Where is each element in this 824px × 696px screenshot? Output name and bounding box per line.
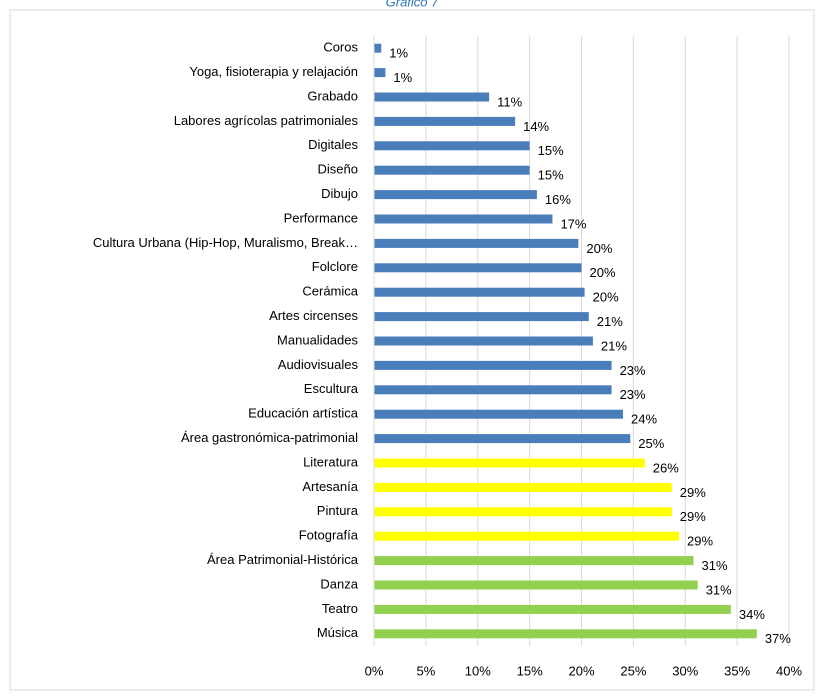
y-tick-label: Teatro [322,601,358,616]
y-tick-label: Cerámica [302,284,358,299]
bar [374,556,694,566]
bar [374,165,530,175]
y-tick-label: Área Patrimonial-Histórica [207,552,359,567]
bar [374,92,490,102]
x-tick-label: 15% [517,663,543,678]
bar [374,336,593,346]
value-label: 11% [497,94,522,109]
value-label: 37% [765,631,791,646]
value-label: 29% [680,509,706,524]
y-tick-label: Artesanía [302,479,358,494]
bar [374,238,579,248]
bar [374,287,585,297]
bar [374,263,582,273]
x-tick-label: 5% [416,663,435,678]
value-label: 31% [706,582,732,597]
x-tick-label: 20% [568,663,594,678]
y-tick-label: Dibujo [321,186,358,201]
bar [374,482,672,492]
value-label: 14% [523,119,549,134]
y-tick-label: Audiovisuales [278,357,359,372]
value-label: 31% [702,558,728,573]
y-tick-label: Cultura Urbana (Hip-Hop, Muralismo, Brea… [93,235,358,250]
y-tick-label: Grabado [307,88,358,103]
x-tick-label: 10% [465,663,491,678]
value-label: 15% [538,143,564,158]
y-tick-label: Digitales [308,137,358,152]
value-label: 23% [620,387,646,402]
bar [374,141,530,151]
x-tick-label: 35% [724,663,750,678]
bar [374,312,589,322]
y-tick-label: Música [317,625,359,640]
bar [374,458,645,468]
value-label: 29% [680,485,706,500]
bar [374,190,537,200]
bar [374,68,386,78]
chart-title: Gráfico 7 [386,0,440,9]
bar [374,629,757,639]
y-tick-label: Coros [323,40,358,55]
value-label: 21% [601,338,627,353]
y-tick-label: Escultura [304,381,359,396]
value-label: 24% [631,412,657,427]
bar [374,604,731,614]
x-tick-label: 0% [365,663,384,678]
y-tick-label: Literatura [303,454,359,469]
y-tick-label: Fotografía [299,528,359,543]
bar [374,214,553,224]
bar [374,116,516,126]
value-label: 21% [597,314,623,329]
value-label: 23% [620,363,646,378]
y-tick-label: Performance [284,210,358,225]
value-label: 17% [560,216,586,231]
y-tick-label: Artes circenses [269,308,358,323]
bar [374,580,698,590]
bar [374,507,672,517]
y-tick-label: Labores agrícolas patrimoniales [174,113,359,128]
y-tick-label: Danza [320,576,358,591]
value-label: 29% [687,534,713,549]
value-label: 15% [538,168,564,183]
bar [374,385,612,395]
bar [374,434,631,444]
value-label: 34% [739,607,765,622]
x-tick-label: 30% [672,663,698,678]
y-tick-label: Pintura [317,503,359,518]
bar [374,360,612,370]
x-tick-label: 25% [620,663,646,678]
y-tick-label: Diseño [318,162,358,177]
value-label: 1% [389,46,408,61]
value-label: 16% [545,192,571,207]
value-label: 25% [638,436,664,451]
y-tick-label: Área gastronómica-patrimonial [181,430,358,445]
value-label: 20% [586,241,612,256]
value-label: 26% [653,460,679,475]
value-label: 20% [593,290,619,305]
y-tick-label: Educación artística [248,406,359,421]
value-label: 20% [590,265,616,280]
x-tick-label: 40% [776,663,802,678]
y-tick-label: Yoga, fisioterapia y relajación [189,64,358,79]
value-label: 1% [393,70,412,85]
bar [374,43,382,53]
bar [374,531,680,541]
bar [374,409,623,419]
y-tick-label: Manualidades [277,332,358,347]
y-tick-label: Folclore [312,259,358,274]
